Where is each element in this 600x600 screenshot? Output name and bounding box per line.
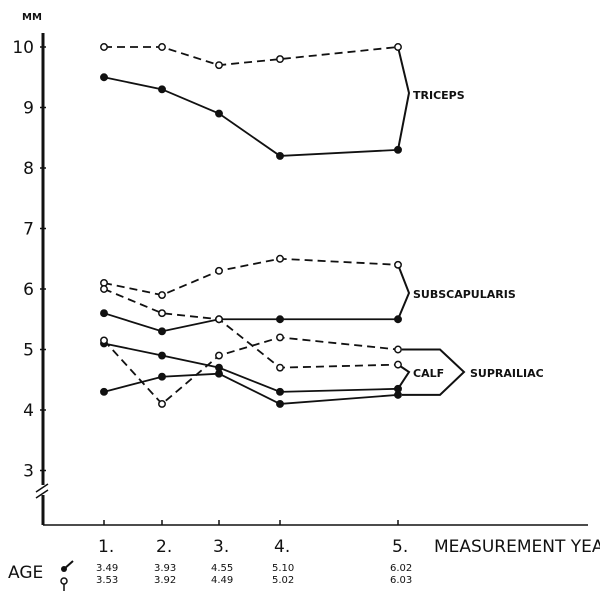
age-female-5: 6.03: [390, 575, 412, 586]
series-line: [103, 76, 399, 157]
data-point: [158, 85, 166, 94]
data-point: [394, 260, 402, 269]
data-point: [215, 109, 223, 118]
data-point: [276, 315, 284, 324]
data-point: [158, 400, 166, 408]
series-line: [103, 336, 399, 406]
series-line: [103, 288, 399, 369]
y-tick-label-7: 7: [23, 220, 34, 240]
data-point: [100, 73, 108, 82]
label-triceps: TRICEPS: [413, 89, 465, 102]
y-tick-label-6: 6: [23, 280, 34, 300]
data-point: [215, 315, 223, 324]
data-point: [215, 266, 223, 275]
data-point: [276, 151, 284, 160]
x-tick-label-5: 5.: [392, 537, 408, 557]
bracket-suprailiac: [402, 348, 466, 396]
data-point: [276, 387, 284, 396]
age-label: AGE: [8, 563, 43, 583]
data-point: [100, 336, 108, 345]
data-point: [158, 291, 166, 299]
y-tick-label-4: 4: [23, 401, 34, 421]
data-point: [276, 363, 284, 372]
y-tick-label-8: 8: [23, 159, 34, 179]
data-point: [158, 327, 166, 336]
x-tick-label-1: 1.: [98, 537, 114, 557]
data-point: [100, 285, 108, 293]
series-calf-male: [100, 339, 402, 396]
x-tick-label-4: 4.: [274, 537, 290, 557]
x-axis-label-text: MEASUREMENT YEARS: [434, 537, 600, 557]
series-subscapularis-male: [100, 309, 402, 336]
male-symbol-icon: [61, 560, 74, 572]
label-subscapularis: SUBSCAPULARIS: [413, 288, 516, 301]
x-tick-label-3: 3.: [213, 537, 229, 557]
data-point: [100, 309, 108, 318]
data-point: [394, 145, 402, 154]
age-male-4: 5.10: [272, 563, 294, 574]
data-point: [394, 315, 402, 324]
series-subscapularis-female: [100, 254, 402, 299]
series-triceps-female: [100, 43, 402, 70]
data-point: [158, 372, 166, 381]
data-point: [394, 360, 402, 369]
series-triceps-male: [100, 73, 402, 160]
age-female-4: 5.02: [272, 575, 294, 586]
data-point: [276, 55, 284, 64]
x-tick-label-2: 2.: [156, 537, 172, 557]
data-point: [215, 351, 223, 360]
x-axis-label: MEASUREMENT YEARS: [434, 537, 600, 557]
data-point: [215, 369, 223, 378]
data-point: [394, 390, 402, 399]
series-calf-female: [100, 285, 402, 372]
data-point: [276, 400, 284, 408]
axis-break-icon: [35, 483, 49, 499]
data-point: [100, 43, 108, 51]
age-female-2: 3.92: [154, 575, 176, 586]
y-tick-label-10: 10: [12, 38, 34, 58]
data-point: [158, 43, 166, 51]
bracket-calf: [397, 363, 411, 390]
series-line: [103, 257, 399, 296]
series-line: [103, 342, 399, 393]
label-calf: CALF: [413, 367, 444, 380]
series-suprailiac-female: [100, 333, 402, 408]
y-tick-label-3: 3: [23, 462, 34, 482]
data-point: [158, 351, 166, 360]
y-tick-label-5: 5: [23, 341, 34, 361]
bracket-triceps: [397, 46, 411, 151]
data-point: [394, 43, 402, 51]
age-male-1: 3.49: [96, 563, 118, 574]
age-male-2: 3.93: [154, 563, 176, 574]
age-female-1: 3.53: [96, 575, 118, 586]
age-female-3: 4.49: [211, 575, 233, 586]
data-point: [100, 387, 108, 396]
data-point: [276, 333, 284, 342]
data-point: [215, 61, 223, 70]
age-male-5: 6.02: [390, 563, 412, 574]
series-line: [104, 46, 399, 67]
series-line: [103, 312, 398, 333]
age-male-3: 4.55: [211, 563, 233, 574]
data-point: [394, 345, 402, 354]
y-axis-label: MM: [22, 12, 42, 23]
bracket-subscapularis: [397, 264, 411, 320]
series-suprailiac-male: [100, 369, 402, 408]
data-point: [276, 254, 284, 263]
female-symbol-icon: [60, 577, 68, 591]
y-tick-label-9: 9: [23, 99, 34, 119]
data-point: [158, 309, 166, 318]
label-suprailiac: SUPRAILIAC: [470, 367, 544, 380]
